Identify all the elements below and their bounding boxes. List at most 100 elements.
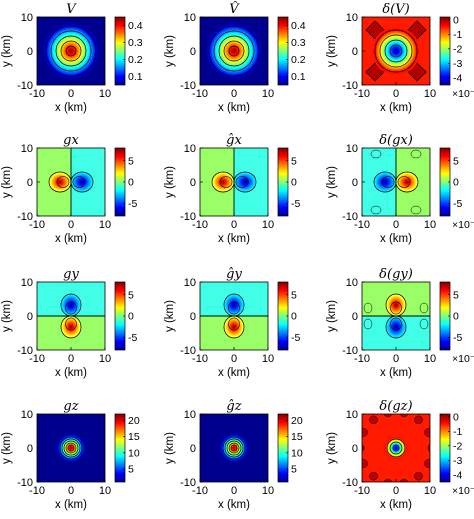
contour xyxy=(228,45,240,57)
x-tick-label: -10 xyxy=(29,88,45,100)
panel-gxhat: ĝx -10 0 10 x (km) 10 0 -10 y (km) 5 0 -5 xyxy=(164,133,300,245)
contour xyxy=(65,317,77,331)
panel-title: δ(gy) xyxy=(379,267,413,282)
contour xyxy=(410,205,422,215)
colorbar-tick-label: -3 xyxy=(453,58,462,70)
panel-dgx: δ(gx) -10 0 10 x (km) 10 0 -10 y (km) 5 0 -5 ×10⁻⁵ xyxy=(326,133,474,245)
contour xyxy=(60,40,82,62)
x-tick-label: 0 xyxy=(231,219,237,231)
x-tick-label: -10 xyxy=(354,88,370,100)
edge-blob xyxy=(414,471,423,481)
panel-title: gy xyxy=(63,267,79,282)
y-tick-label: 10 xyxy=(346,409,358,421)
edge-blob xyxy=(369,415,378,425)
plot-area xyxy=(37,17,105,85)
y-axis-label: y (km) xyxy=(326,35,338,67)
y-axis-label: y (km) xyxy=(164,35,176,67)
x-tick-label: 10 xyxy=(262,353,274,365)
panel-title: ĝx xyxy=(226,133,242,148)
plot-area xyxy=(37,282,105,350)
y-tick-label: 10 xyxy=(21,143,33,155)
x-tick-label: 0 xyxy=(393,485,399,497)
contour xyxy=(222,436,246,460)
lobe-red xyxy=(223,315,245,339)
colorbar xyxy=(277,16,289,86)
contour xyxy=(55,35,87,67)
y-tick-label: 10 xyxy=(184,277,196,289)
x-tick-label: 0 xyxy=(68,353,74,365)
colorbar-tick-label: 0.4 xyxy=(128,20,143,32)
contour xyxy=(370,205,382,215)
contour xyxy=(381,176,395,188)
contour xyxy=(50,30,92,72)
x-tick-label: 0 xyxy=(68,485,74,497)
x-tick-label: 10 xyxy=(99,219,111,231)
plot-area xyxy=(37,414,105,482)
colorbar-tick-label: 0.3 xyxy=(291,37,306,49)
colorbar-tick-label: -5 xyxy=(291,198,300,210)
lobe-red xyxy=(211,171,235,193)
contour xyxy=(389,441,403,455)
colorbar-tick-label: 0.2 xyxy=(128,54,143,66)
lobe-red xyxy=(395,171,419,193)
y-tick-label: 0 xyxy=(27,46,33,58)
panel-Vhat: V̂ -10 0 10 x (km) 10 0 -10 y (km) 0.4 0.3 0.2 0.1 xyxy=(164,1,306,114)
colorbar-tick-label: 5 xyxy=(128,155,134,167)
x-axis-label: x (km) xyxy=(380,367,412,379)
edge-blob xyxy=(383,478,393,482)
x-axis-label: x (km) xyxy=(218,499,250,511)
panel-gy: gy -10 0 10 x (km) 10 0 -10 y (km) 5 0 -5 xyxy=(1,267,137,379)
colorbar-tick-label: 0.4 xyxy=(291,20,306,32)
edge-blob xyxy=(424,428,430,437)
plot-area xyxy=(200,17,268,85)
y-tick-label: 0 xyxy=(190,46,196,58)
plot-area xyxy=(37,148,105,216)
contour xyxy=(419,302,429,314)
panel-dV: δ(V) -10 0 10 x (km) 10 0 -10 y (km) 0 -1 -2 -3 -4 ×10… xyxy=(326,2,474,114)
x-axis-label: x (km) xyxy=(55,367,87,379)
panel-title: δ(gx) xyxy=(379,133,413,148)
contour xyxy=(65,45,77,57)
contour xyxy=(228,442,240,454)
y-tick-label: 0 xyxy=(352,177,358,189)
y-tick-label: 0 xyxy=(190,311,196,323)
contour xyxy=(59,436,83,460)
x-tick-label: 0 xyxy=(393,88,399,100)
y-tick-label: 10 xyxy=(184,12,196,24)
x-tick-label: 0 xyxy=(393,353,399,365)
y-tick-label: 10 xyxy=(346,277,358,289)
contour xyxy=(228,301,240,315)
plot-area xyxy=(200,282,268,350)
colorbar-tick-label: -5 xyxy=(291,332,300,344)
colorbar-tick-label: 0 xyxy=(291,311,297,323)
y-tick-label: 0 xyxy=(27,443,33,455)
field-disc xyxy=(372,27,420,75)
y-tick-label: -10 xyxy=(180,345,196,357)
edge-blob xyxy=(362,428,368,437)
x-axis-label: x (km) xyxy=(218,233,250,245)
lobe-red xyxy=(48,171,72,193)
y-tick-label: 10 xyxy=(21,277,33,289)
y-tick-label: -10 xyxy=(342,345,358,357)
x-tick-label: 0 xyxy=(68,219,74,231)
contour xyxy=(65,301,77,315)
colorbar-tick-label: 15 xyxy=(291,431,303,443)
y-tick-label: 0 xyxy=(352,311,358,323)
colorbar-tick-label: 0.3 xyxy=(128,37,143,49)
x-tick-label: -10 xyxy=(29,353,45,365)
x-axis-label: x (km) xyxy=(55,102,87,114)
colorbar-tick-label: 0 xyxy=(453,14,459,26)
y-tick-label: -10 xyxy=(17,477,33,489)
contour xyxy=(235,176,249,188)
y-tick-label: 10 xyxy=(346,12,358,24)
contour xyxy=(65,442,77,454)
y-tick-label: -10 xyxy=(17,345,33,357)
x-tick-label: 10 xyxy=(99,485,111,497)
colorbar-tick-label: 5 xyxy=(291,155,297,167)
colorbar xyxy=(277,413,289,483)
x-tick-label: -10 xyxy=(192,353,208,365)
y-axis-label: y (km) xyxy=(326,166,338,198)
lobe-blue xyxy=(233,171,257,193)
edge-blob xyxy=(369,471,378,481)
